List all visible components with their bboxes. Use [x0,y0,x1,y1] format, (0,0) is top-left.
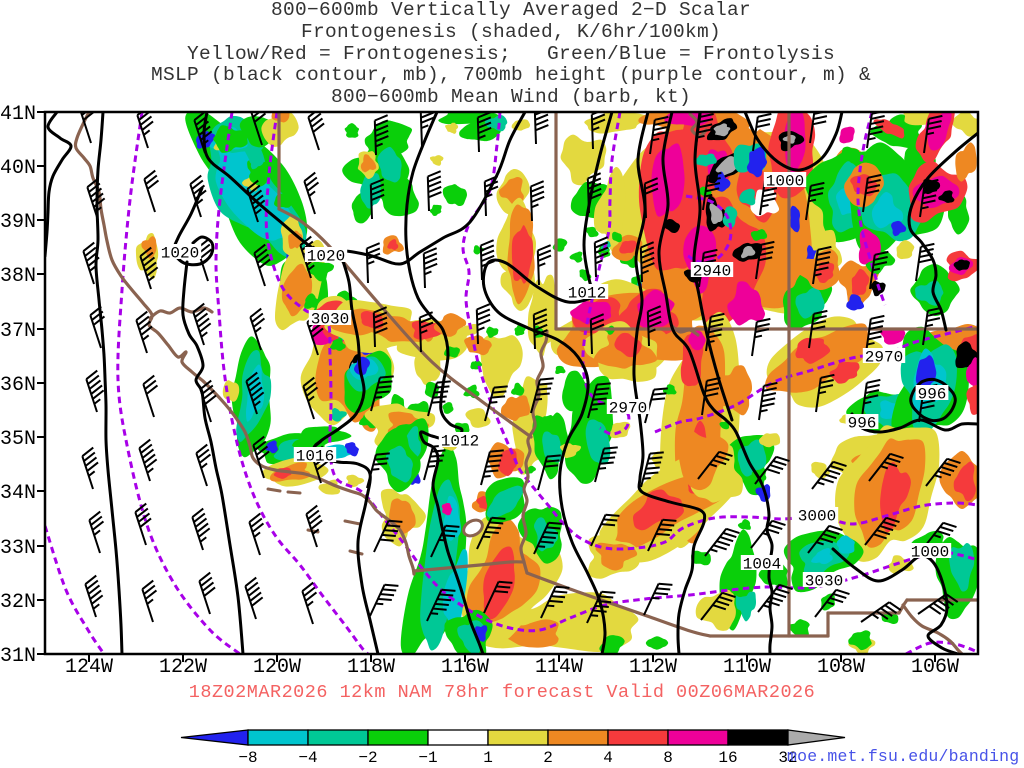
svg-text:108W: 108W [817,656,865,679]
svg-text:41N: 41N [0,103,36,126]
svg-text:800−600mb Mean Wind (barb, kt): 800−600mb Mean Wind (barb, kt) [331,86,691,108]
svg-text:114W: 114W [535,656,583,679]
svg-text:33N: 33N [0,537,36,560]
svg-text:Frontogenesis (shaded, K/6hr/1: Frontogenesis (shaded, K/6hr/100km) [301,21,721,43]
svg-text:32: 32 [778,749,797,767]
svg-text:2970: 2970 [865,349,903,367]
svg-text:36N: 36N [0,374,36,397]
svg-text:120W: 120W [253,656,301,679]
svg-text:2940: 2940 [693,263,731,281]
svg-text:32N: 32N [0,591,36,614]
svg-text:1004: 1004 [743,556,781,574]
svg-text:MSLP (black contour, mb), 700m: MSLP (black contour, mb), 700mb height (… [151,64,871,86]
svg-text:124W: 124W [65,656,113,679]
svg-text:18Z02MAR2026 12km NAM 78hr for: 18Z02MAR2026 12km NAM 78hr forecast Vali… [189,682,816,703]
svg-text:1000: 1000 [911,544,949,562]
svg-text:16: 16 [718,749,737,767]
svg-text:1016: 1016 [296,448,334,466]
svg-text:4: 4 [603,749,613,767]
svg-text:118W: 118W [347,656,395,679]
svg-text:moe.met.fsu.edu/banding: moe.met.fsu.edu/banding [787,747,1019,766]
svg-text:106W: 106W [911,656,959,679]
svg-text:3030: 3030 [805,573,843,591]
svg-text:116W: 116W [441,656,489,679]
svg-text:1020: 1020 [161,245,199,263]
svg-text:996: 996 [918,386,947,404]
svg-text:34N: 34N [0,482,36,505]
svg-text:2970: 2970 [609,400,647,418]
svg-text:1012: 1012 [441,433,479,451]
svg-text:112W: 112W [629,656,677,679]
svg-text:37N: 37N [0,320,36,343]
svg-text:1020: 1020 [307,248,345,266]
svg-text:−2: −2 [358,749,377,767]
svg-text:1: 1 [483,749,493,767]
svg-text:122W: 122W [159,656,207,679]
svg-text:−4: −4 [298,749,317,767]
svg-text:40N: 40N [0,157,36,180]
svg-text:−8: −8 [238,749,257,767]
svg-text:3000: 3000 [798,508,836,526]
svg-text:3030: 3030 [311,311,349,329]
svg-text:110W: 110W [723,656,771,679]
svg-text:35N: 35N [0,428,36,451]
svg-text:−1: −1 [418,749,437,767]
svg-text:38N: 38N [0,265,36,288]
svg-text:800−600mb Vertically Averaged: 800−600mb Vertically Averaged 2−D Scalar [271,0,751,21]
svg-text:31N: 31N [0,645,36,668]
svg-text:1000: 1000 [766,173,804,191]
svg-text:2: 2 [543,749,553,767]
svg-text:996: 996 [848,415,877,433]
svg-text:1012: 1012 [568,285,606,303]
svg-text:39N: 39N [0,211,36,234]
svg-text:Yellow/Red = Frontogenesis;: Yellow/Red = Frontogenesis; Green/Blue =… [187,43,835,65]
svg-text:8: 8 [663,749,673,767]
